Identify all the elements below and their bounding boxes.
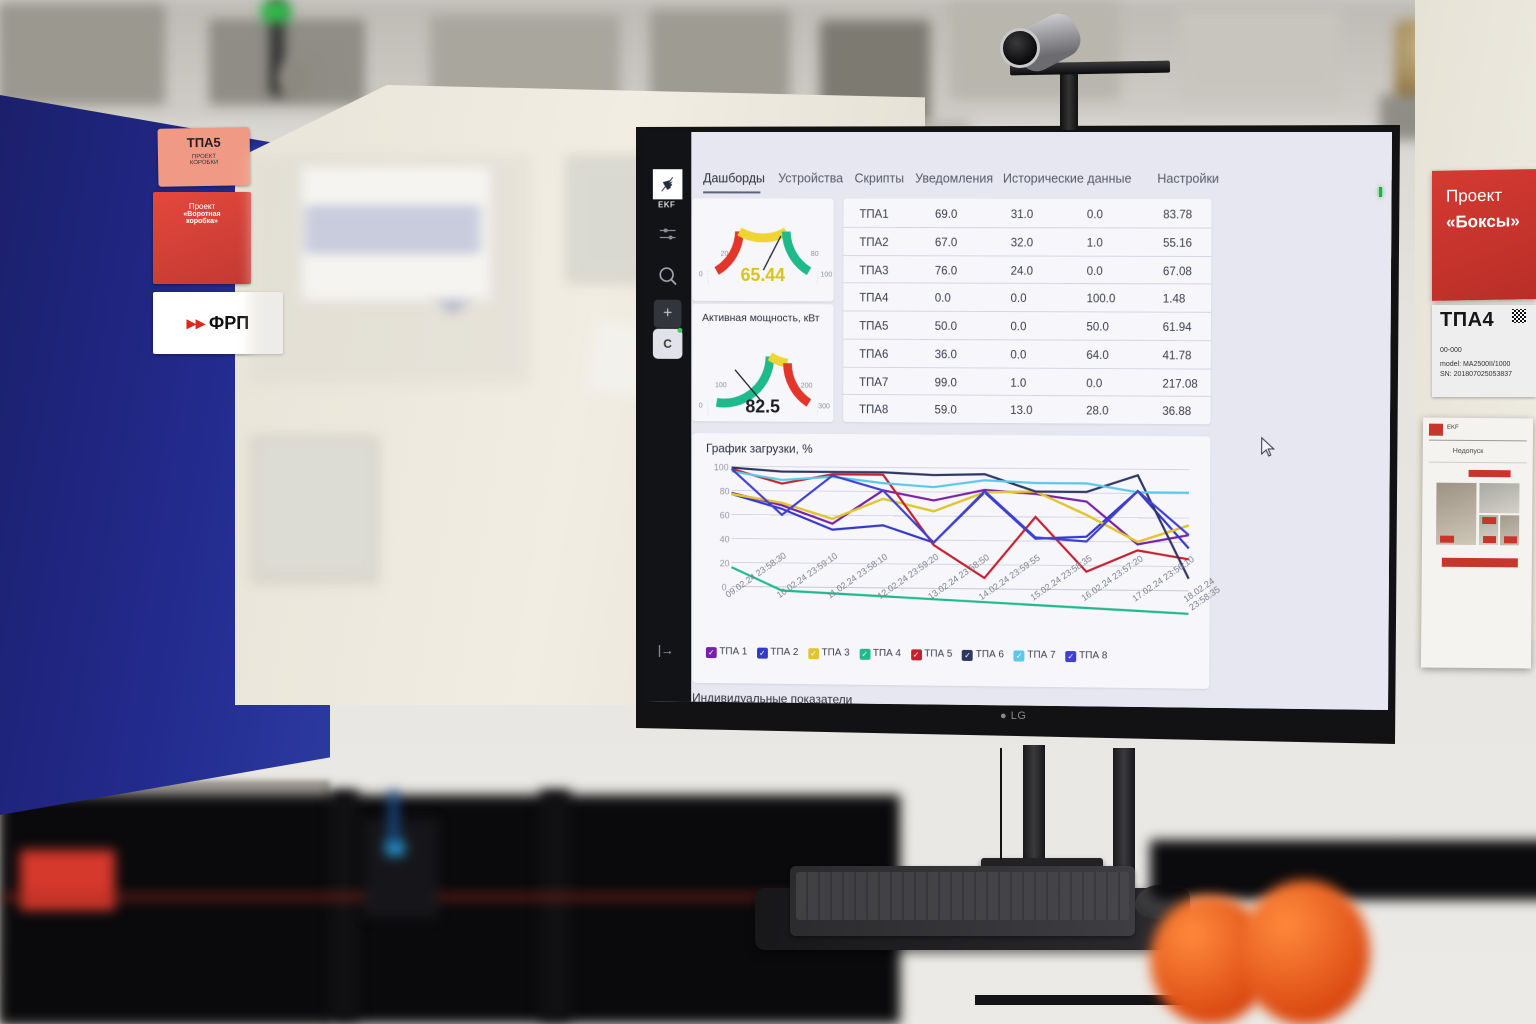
svg-text:100: 100: [715, 382, 727, 389]
svg-text:100: 100: [714, 462, 729, 472]
svg-text:200: 200: [801, 382, 813, 389]
svg-text:80: 80: [720, 486, 730, 496]
svg-text:40: 40: [720, 534, 730, 544]
svg-text:20: 20: [720, 250, 728, 257]
svg-text:20: 20: [720, 558, 730, 568]
svg-text:60: 60: [720, 510, 730, 520]
svg-text:80: 80: [811, 251, 819, 258]
